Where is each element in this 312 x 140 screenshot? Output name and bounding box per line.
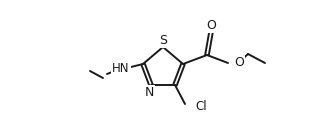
Text: N: N <box>144 86 154 99</box>
Text: HN: HN <box>112 61 130 74</box>
Text: O: O <box>206 18 216 32</box>
Text: S: S <box>159 33 167 46</box>
Text: Cl: Cl <box>195 101 207 114</box>
Text: O: O <box>234 55 244 68</box>
